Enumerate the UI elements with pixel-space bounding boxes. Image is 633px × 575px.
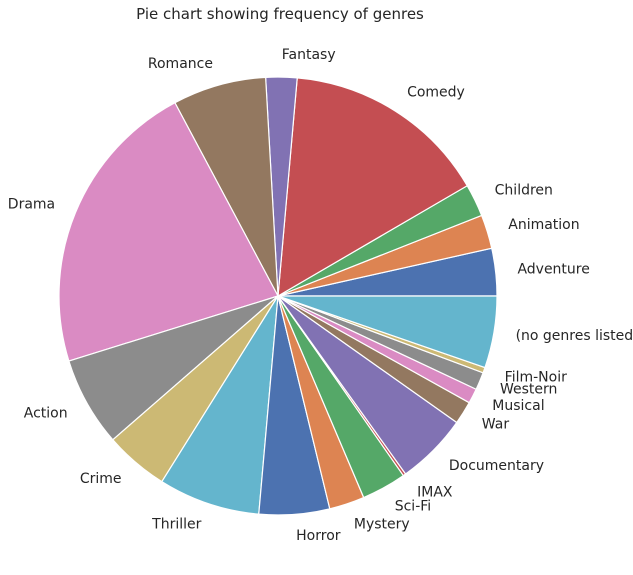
pie-label-children: Children <box>495 183 553 199</box>
chart-title: Pie chart showing frequency of genres <box>136 5 424 23</box>
pie-slice-no-genres-listed <box>277 295 498 369</box>
pie-label-documentary: Documentary <box>449 458 544 474</box>
pie-label-drama: Drama <box>8 197 55 213</box>
pie-label-romance: Romance <box>148 56 213 72</box>
pie-slice-comedy <box>277 77 469 298</box>
pie-label-war: War <box>482 416 510 432</box>
pie-label-action: Action <box>24 405 68 421</box>
pie-labels: Adventure Animation Children Comedy Fantasy R… <box>8 47 633 544</box>
pie-label-crime: Crime <box>80 471 122 487</box>
pie-slice-thriller <box>160 295 279 515</box>
pie-label-adventure: Adventure <box>517 262 589 278</box>
pie-label-imax: IMAX <box>417 485 453 501</box>
pie-label-sci-fi: Sci-Fi <box>395 499 431 515</box>
pie-label-comedy: Comedy <box>407 85 465 101</box>
pie-label-horror: Horror <box>296 528 341 544</box>
pie-label-no-genres-listed: (no genres listed) <box>516 328 633 344</box>
pie-label-animation: Animation <box>508 217 579 233</box>
pie-label-musical: Musical <box>492 398 544 414</box>
pie-slices <box>58 76 498 516</box>
pie-label-film-noir: Film-Noir <box>505 370 567 386</box>
pie-label-mystery: Mystery <box>354 517 410 533</box>
pie-slice-drama <box>58 101 279 362</box>
pie-label-thriller: Thriller <box>151 516 201 532</box>
pie-label-western: Western <box>500 382 557 398</box>
pie-label-fantasy: Fantasy <box>282 47 336 63</box>
